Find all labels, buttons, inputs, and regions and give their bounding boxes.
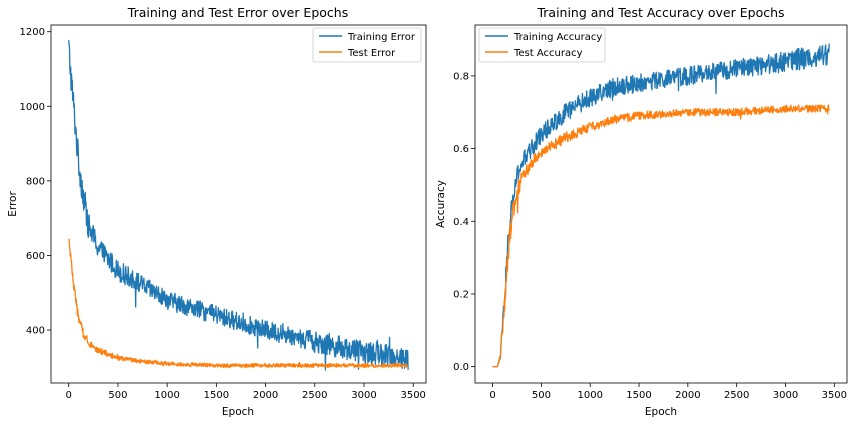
accuracy-legend-label-training: Training Accuracy (513, 32, 602, 43)
error-x-tick-label: 3000 (351, 390, 376, 401)
error-chart-panel: Training and Test Error over Epochs 0 500… (7, 5, 427, 418)
accuracy-x-tick-label: 3500 (822, 390, 847, 401)
error-x-tick-label: 2500 (302, 390, 327, 401)
error-chart-title: Training and Test Error over Epochs (127, 5, 348, 20)
accuracy-x-tick-label: 500 (532, 390, 551, 401)
accuracy-x-tick-label: 1500 (626, 390, 651, 401)
accuracy-series-line-training (492, 43, 830, 368)
error-x-tick-label: 0 (66, 390, 72, 401)
accuracy-y-tick-label: 0.4 (453, 217, 469, 228)
error-chart-y-ticks: 400 600 800 1000 1200 (20, 27, 51, 337)
accuracy-x-tick-label: 2500 (724, 390, 749, 401)
accuracy-chart-axes-frame (474, 24, 848, 384)
accuracy-chart-series (492, 43, 830, 368)
error-series-line-test (68, 238, 409, 368)
error-y-tick-label: 1000 (20, 102, 45, 113)
accuracy-chart-x-ticks: 0 500 1000 1500 2000 2500 3000 3500 (489, 383, 847, 401)
error-chart-y-label: Error (7, 191, 19, 217)
error-y-tick-label: 600 (26, 251, 45, 262)
accuracy-y-tick-label: 0.0 (453, 362, 469, 373)
accuracy-x-tick-label: 1000 (577, 390, 602, 401)
error-chart-x-ticks: 0 500 1000 1500 2000 2500 3000 3500 (66, 383, 426, 401)
error-legend-label-training: Training Error (347, 32, 416, 43)
accuracy-chart-panel: Training and Test Accuracy over Epochs 0… (435, 5, 848, 418)
error-chart-axes-frame (50, 24, 427, 384)
error-chart-series (68, 40, 409, 371)
accuracy-chart-legend: Training Accuracy Test Accuracy (478, 27, 606, 63)
accuracy-chart-title: Training and Test Accuracy over Epochs (536, 5, 784, 20)
error-x-tick-label: 1000 (154, 390, 179, 401)
error-x-tick-label: 3500 (400, 390, 425, 401)
accuracy-y-tick-label: 0.2 (453, 289, 469, 300)
accuracy-series-line-test (492, 104, 830, 368)
error-y-tick-label: 400 (26, 326, 45, 337)
accuracy-legend-box (478, 27, 606, 63)
accuracy-y-tick-label: 0.8 (453, 71, 469, 82)
accuracy-x-tick-label: 0 (489, 390, 495, 401)
accuracy-y-tick-label: 0.6 (453, 144, 469, 155)
error-chart-legend: Training Error Test Error (312, 27, 422, 63)
accuracy-chart-x-label: Epoch (645, 406, 677, 418)
error-x-tick-label: 500 (108, 390, 127, 401)
error-y-tick-label: 1200 (20, 27, 45, 38)
error-chart-x-label: Epoch (222, 406, 254, 418)
accuracy-x-tick-label: 3000 (773, 390, 798, 401)
accuracy-chart-y-label: Accuracy (435, 180, 447, 228)
accuracy-legend-label-test: Test Accuracy (513, 48, 583, 59)
error-y-tick-label: 800 (26, 176, 45, 187)
error-legend-label-test: Test Error (347, 48, 396, 59)
error-x-tick-label: 2000 (253, 390, 278, 401)
error-series-line-training (68, 40, 409, 371)
error-x-tick-label: 1500 (204, 390, 229, 401)
accuracy-x-tick-label: 2000 (675, 390, 700, 401)
accuracy-chart-y-ticks: 0.0 0.2 0.4 0.6 0.8 (453, 71, 475, 373)
